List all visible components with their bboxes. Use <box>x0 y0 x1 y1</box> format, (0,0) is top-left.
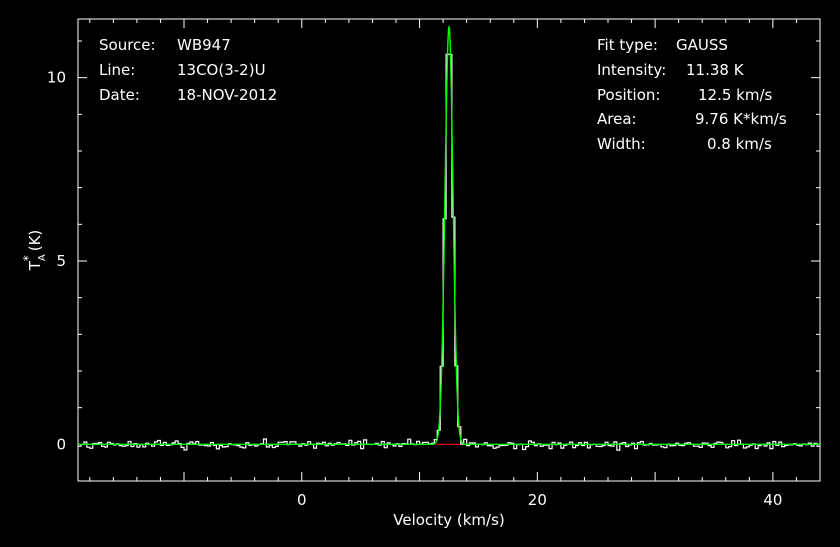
y-tick-label: 0 <box>56 435 66 453</box>
x-axis-label: Velocity (km/s) <box>393 511 504 529</box>
y-axis-label-unit: (K) <box>26 230 44 252</box>
x-tick-label: 0 <box>297 491 307 509</box>
info-source-key: Source: <box>99 36 156 54</box>
gaussian-fit-line <box>78 24 820 446</box>
info-line-value: 13CO(3-2)U <box>177 61 266 79</box>
info-position-key: Position: <box>597 86 660 104</box>
info-area-key: Area: <box>597 110 637 128</box>
axis-tick-labels: 0 20 40 0 5 10 <box>47 69 783 509</box>
info-left: Source: WB947 Line: 13CO(3-2)U Date: 18-… <box>99 36 277 104</box>
info-area-value: 9.76 K*km/s <box>695 110 787 128</box>
info-source-value: WB947 <box>177 36 231 54</box>
y-tick-label: 5 <box>56 252 66 270</box>
info-width-key: Width: <box>597 135 646 153</box>
y-axis-label: TA* (K) <box>21 230 48 272</box>
info-date-value: 18-NOV-2012 <box>177 86 277 104</box>
y-tick-label: 10 <box>47 69 66 87</box>
axis-ticks <box>78 19 821 482</box>
x-tick-label: 40 <box>763 491 782 509</box>
info-line-key: Line: <box>99 61 135 79</box>
info-date-key: Date: <box>99 86 140 104</box>
info-right: Fit type: GAUSS Intensity: 11.38 K Posit… <box>597 36 787 153</box>
info-width-value: 0.8 km/s <box>707 135 772 153</box>
info-intensity-value: 11.38 K <box>686 61 745 79</box>
info-fit-type-key: Fit type: <box>597 36 658 54</box>
y-axis-label-main: T <box>26 260 44 271</box>
svg-text:TA*(K): TA* (K) <box>21 230 48 272</box>
y-axis-label-sub: A <box>37 254 48 261</box>
info-intensity-key: Intensity: <box>597 61 666 79</box>
plot-frame <box>77 18 821 482</box>
info-fit-type-value: GAUSS <box>676 36 728 54</box>
x-tick-label: 20 <box>528 491 547 509</box>
info-position-value: 12.5 km/s <box>698 86 773 104</box>
y-axis-label-sup: * <box>21 255 35 261</box>
